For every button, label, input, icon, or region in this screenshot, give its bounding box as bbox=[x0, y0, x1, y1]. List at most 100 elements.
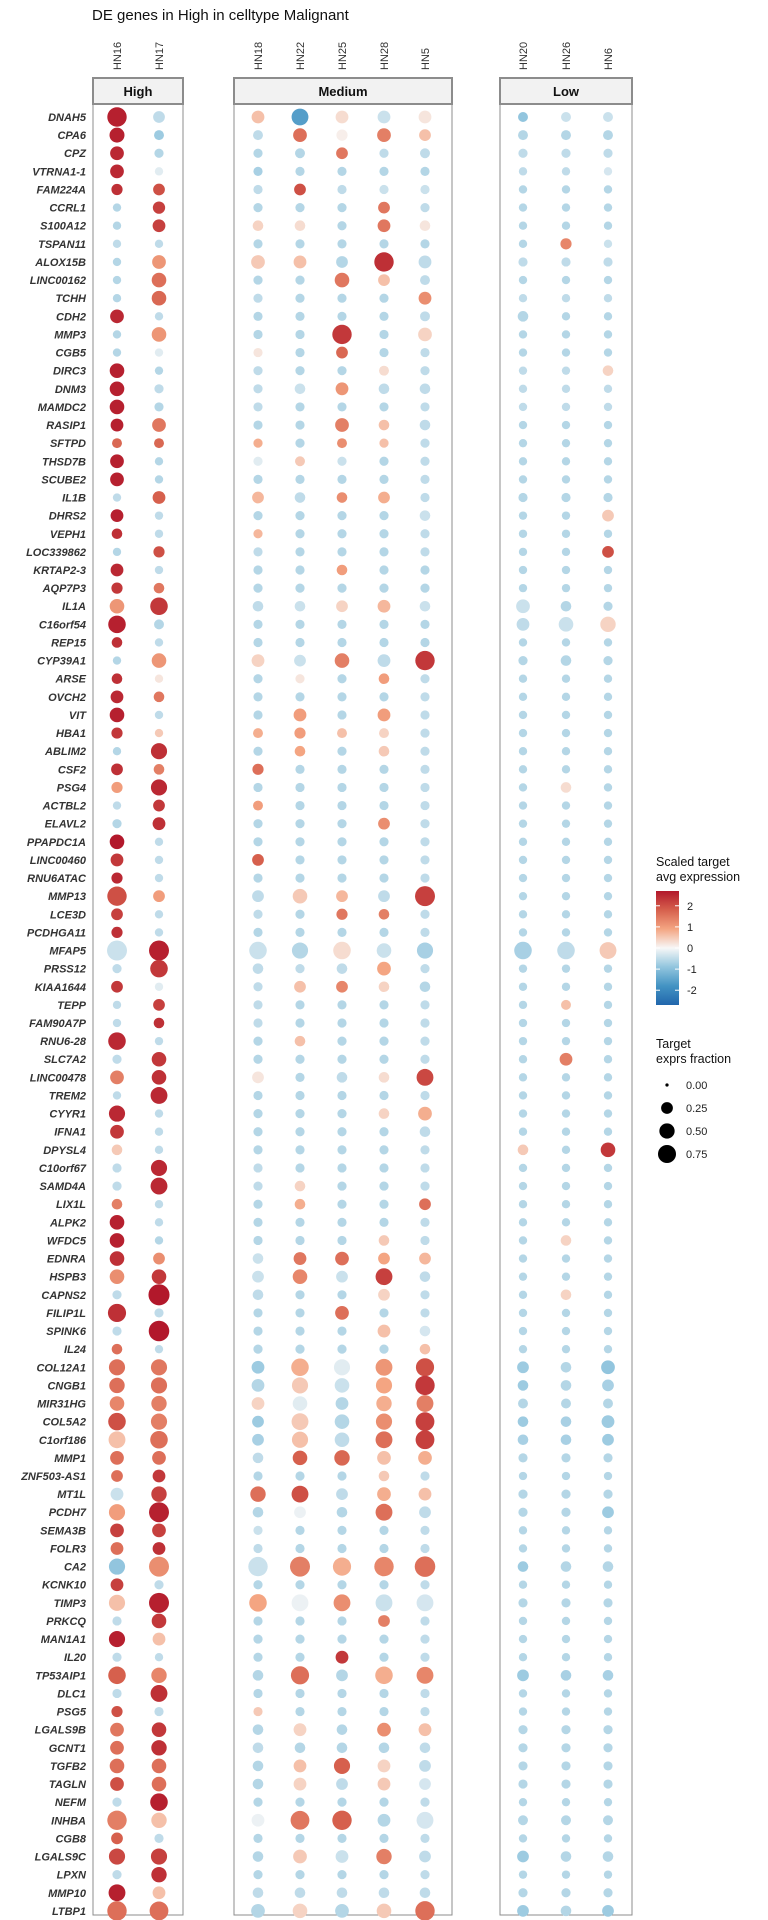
dot bbox=[518, 366, 528, 375]
gene-label: C1orf186 bbox=[39, 1435, 87, 1447]
dot bbox=[518, 638, 528, 647]
dot bbox=[379, 1018, 389, 1028]
dot bbox=[602, 1506, 614, 1519]
dot bbox=[112, 221, 122, 230]
dot bbox=[295, 166, 305, 176]
dot bbox=[603, 1218, 613, 1227]
dot bbox=[333, 941, 351, 960]
dot bbox=[419, 1325, 431, 1337]
dot bbox=[110, 454, 124, 469]
gene-label: CPA6 bbox=[57, 130, 86, 142]
dot bbox=[518, 275, 528, 285]
gene-label: RASIP1 bbox=[46, 420, 86, 432]
size-legend: Target exprs fraction 0.00 0.25 0.50 0.75 bbox=[656, 1037, 731, 1164]
dot bbox=[336, 890, 348, 903]
dot bbox=[518, 402, 528, 412]
dot bbox=[337, 1706, 347, 1717]
dot bbox=[111, 781, 123, 794]
dot bbox=[154, 475, 164, 484]
dot bbox=[251, 654, 265, 667]
dot bbox=[603, 475, 613, 484]
dot bbox=[295, 1054, 305, 1064]
dot bbox=[379, 456, 389, 466]
dot bbox=[153, 546, 165, 558]
dot bbox=[149, 1502, 169, 1523]
dot bbox=[379, 1344, 389, 1354]
facet-high: High HN16 HN17 bbox=[92, 42, 184, 1916]
gene-label: THSD7B bbox=[42, 456, 86, 468]
dot bbox=[154, 348, 164, 357]
dot bbox=[151, 1740, 167, 1756]
dot bbox=[420, 1833, 430, 1843]
dot bbox=[112, 1091, 122, 1100]
dot bbox=[375, 1594, 393, 1612]
dot bbox=[561, 1634, 571, 1644]
dot bbox=[603, 457, 613, 466]
dot bbox=[152, 491, 166, 504]
dot bbox=[336, 564, 348, 576]
dot bbox=[378, 1742, 390, 1754]
dot bbox=[337, 1090, 347, 1101]
dot bbox=[379, 837, 389, 847]
dot bbox=[419, 1126, 431, 1138]
dot bbox=[332, 1557, 352, 1576]
dot bbox=[378, 1615, 390, 1627]
dot bbox=[517, 311, 529, 322]
dot bbox=[295, 565, 305, 575]
dot bbox=[561, 148, 571, 158]
gene-label: REP15 bbox=[51, 637, 87, 649]
dot bbox=[292, 1450, 308, 1466]
dot bbox=[337, 1290, 347, 1300]
dot bbox=[518, 1163, 528, 1173]
dot bbox=[603, 1653, 613, 1662]
dot bbox=[603, 1453, 613, 1463]
dot bbox=[518, 783, 528, 792]
dot bbox=[253, 275, 263, 285]
dot bbox=[378, 1235, 390, 1246]
dot bbox=[293, 1777, 307, 1791]
dot bbox=[333, 1757, 351, 1775]
dot bbox=[112, 547, 122, 557]
dot bbox=[418, 327, 432, 342]
dot bbox=[561, 1653, 571, 1662]
size-key-dot bbox=[657, 1144, 677, 1164]
dot bbox=[603, 257, 613, 267]
dot bbox=[151, 1812, 167, 1828]
dot bbox=[108, 1594, 126, 1611]
dot bbox=[561, 1779, 571, 1789]
dot bbox=[603, 638, 613, 647]
dot bbox=[518, 1779, 528, 1789]
gene-labels: DNAH5 CPA6 CPZ VTRNA1-1 FAM224A CCRL1 S100A12 T… bbox=[20, 112, 87, 1918]
dot bbox=[152, 418, 166, 432]
dot bbox=[377, 1324, 391, 1338]
gene-label: FAM224A bbox=[36, 184, 86, 196]
dot bbox=[419, 1506, 431, 1519]
dot bbox=[518, 1689, 528, 1698]
dot bbox=[603, 1073, 613, 1082]
dot bbox=[108, 1105, 126, 1122]
dot bbox=[249, 1594, 267, 1612]
dot bbox=[561, 1073, 571, 1082]
dot bbox=[561, 674, 571, 683]
dot bbox=[514, 941, 532, 960]
dot bbox=[517, 1434, 529, 1446]
dot bbox=[295, 1109, 305, 1119]
dot bbox=[561, 1526, 571, 1535]
dot bbox=[154, 638, 164, 647]
dot bbox=[251, 1904, 265, 1918]
dot bbox=[603, 112, 613, 122]
dot bbox=[253, 982, 263, 992]
size-key-dot bbox=[665, 1083, 669, 1087]
dot bbox=[295, 203, 305, 213]
dot bbox=[518, 348, 528, 357]
dot bbox=[378, 890, 390, 903]
dot bbox=[111, 528, 123, 540]
dot bbox=[561, 1163, 571, 1173]
dot bbox=[336, 1072, 348, 1083]
dot bbox=[154, 384, 164, 394]
dot bbox=[153, 582, 165, 594]
dot bbox=[337, 692, 347, 702]
dot bbox=[252, 1724, 264, 1735]
dot bbox=[378, 1072, 390, 1083]
dot bbox=[154, 619, 164, 630]
